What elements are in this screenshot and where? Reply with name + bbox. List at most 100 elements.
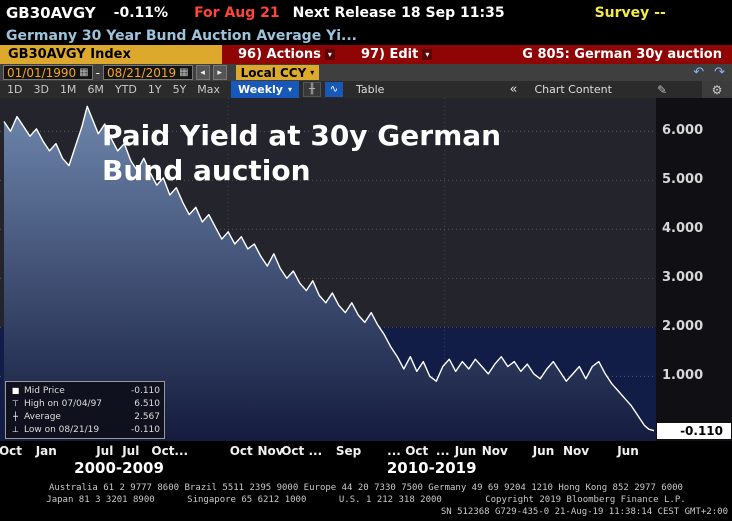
average-marker-icon: ┼ <box>13 412 18 421</box>
legend-row-mid-price: ■ Mid Price -0.110 <box>10 384 160 397</box>
x-axis-label: Oct <box>229 444 253 458</box>
footer: Australia 61 2 9777 8600 Brazil 5511 239… <box>0 479 732 521</box>
edit-menu-label: 97) Edit <box>360 47 419 62</box>
security-description: Germany 30 Year Bund Auction Average Yi.… <box>6 27 357 44</box>
annotate-icon[interactable]: ✎ <box>656 82 667 97</box>
legend-value: 2.567 <box>134 411 160 422</box>
x-axis-label: Nov <box>562 444 590 458</box>
legend-value: -0.110 <box>130 385 160 396</box>
x-axis-label: Oct... <box>151 444 189 458</box>
security-input-field[interactable]: GB30AVGY Index <box>0 45 222 64</box>
actions-menu-label: 96) Actions <box>238 47 321 62</box>
footer-contact-line-2: Japan 81 3 3201 8900 Singapore 65 6212 1… <box>46 495 686 505</box>
price-change: -0.11% <box>113 5 169 21</box>
collapse-panel-button[interactable]: « <box>509 82 518 97</box>
y-axis-label: 3.000 <box>662 270 704 286</box>
function-title: G 805: German 30y auction <box>522 47 722 62</box>
step-back-button[interactable]: ◂ <box>195 65 210 80</box>
legend-value: 6.510 <box>134 398 160 409</box>
security-header-bar: GB30AVGY -0.11% For Aug 21 Next Release … <box>0 0 732 26</box>
table-button[interactable]: Table <box>355 83 385 96</box>
legend-label: Average <box>24 411 61 422</box>
x-axis-label: Sep <box>335 444 362 458</box>
x-axis-decade-label: 2000-2009 <box>74 459 164 477</box>
yield-area-chart[interactable] <box>0 98 732 441</box>
chart-annotation: Paid Yield at 30y German Bund auction <box>102 119 502 187</box>
legend-label: High on 07/04/97 <box>24 398 103 409</box>
undo-button[interactable]: ↶ <box>693 65 705 80</box>
high-marker-icon: ⊤ <box>12 399 19 408</box>
y-axis-label: 4.000 <box>662 221 704 237</box>
security-description-bar: Germany 30 Year Bund Auction Average Yi.… <box>0 26 732 45</box>
calendar-icon: ▦ <box>179 67 189 78</box>
x-axis-label: Oct <box>0 444 23 458</box>
range-1d-button[interactable]: 1D <box>2 81 27 98</box>
chart-content-button[interactable]: Chart Content <box>534 83 612 96</box>
end-date-value: 08/21/2019 <box>106 65 177 80</box>
currency-value: Local CCY <box>240 65 307 80</box>
candlestick-chart-icon[interactable]: ╫ <box>302 82 321 97</box>
date-range-separator: - <box>95 65 100 80</box>
line-chart-icon[interactable]: ∿ <box>324 82 343 97</box>
x-axis: Oct Jan Jul Jul Oct... Oct Nov Oct ... Sep... Oct… <box>0 441 732 479</box>
chevron-down-icon: ▾ <box>422 49 433 60</box>
legend-label: Low on 08/21/19 <box>24 424 100 435</box>
next-release-label: Next Release 18 Sep 11:35 <box>292 5 505 21</box>
legend-row-low: ⊥ Low on 08/21/19 -0.110 <box>10 423 160 436</box>
range-1y-button[interactable]: 1Y <box>143 81 167 98</box>
gear-icon[interactable]: ⚙ <box>702 81 732 98</box>
legend-label: Mid Price <box>24 385 65 396</box>
chart-area[interactable]: Paid Yield at 30y German Bund auction ■ … <box>0 98 732 441</box>
x-axis-label: Nov <box>481 444 508 458</box>
survey-label: Survey -- <box>594 5 666 21</box>
range-tab-bar: 1D 3D 1M 6M YTD 1Y 5Y Max Weekly ▾ ╫ ∿ T… <box>0 81 732 98</box>
range-ytd-button[interactable]: YTD <box>110 81 142 98</box>
x-axis-label: Oct ... <box>281 444 323 458</box>
x-axis-label: Oct <box>405 444 429 458</box>
range-max-button[interactable]: Max <box>192 81 225 98</box>
chevron-down-icon: ▾ <box>324 49 335 60</box>
low-marker-icon: ⊥ <box>12 425 19 434</box>
for-date-label: For Aug 21 <box>194 5 280 21</box>
chevron-down-icon: ▾ <box>310 68 315 77</box>
redo-button[interactable]: ↷ <box>714 65 725 80</box>
x-axis-label: ... <box>387 444 401 458</box>
x-axis-label: Jul <box>96 444 114 458</box>
x-axis-decade-label: 2010-2019 <box>386 459 477 477</box>
chart-toolbar: 01/01/1990 ▦ - 08/21/2019 ▦ ◂ ▸ Local CC… <box>0 64 732 81</box>
currency-select[interactable]: Local CCY ▾ <box>235 65 320 80</box>
ticker-symbol: GB30AVGY <box>6 4 96 22</box>
calendar-icon: ▦ <box>79 67 89 78</box>
x-axis-label: Jul <box>122 444 140 458</box>
x-axis-label: Jun <box>454 444 477 458</box>
end-date-input[interactable]: 08/21/2019 ▦ <box>102 65 193 80</box>
y-axis-label: 2.000 <box>662 319 704 335</box>
edit-menu-button[interactable]: 97) Edit ▾ <box>360 47 433 62</box>
step-forward-button[interactable]: ▸ <box>212 65 227 80</box>
start-date-value: 01/01/1990 <box>7 65 77 80</box>
range-1m-button[interactable]: 1M <box>55 81 82 98</box>
y-axis-label: 5.000 <box>662 172 704 188</box>
y-axis-label: 1.000 <box>662 368 704 384</box>
frequency-select[interactable]: Weekly ▾ <box>231 81 299 98</box>
x-axis-label: Nov <box>257 444 284 458</box>
footer-terminal-info: SN 512368 G729-435-0 21-Aug-19 11:38:14 … <box>440 507 728 517</box>
chevron-down-icon: ▾ <box>287 85 292 94</box>
range-3d-button[interactable]: 3D <box>28 81 53 98</box>
y-axis-label: 6.000 <box>662 123 704 139</box>
legend-row-average: ┼ Average 2.567 <box>10 410 160 423</box>
mid-price-marker-icon: ■ <box>11 386 20 395</box>
chart-legend[interactable]: ■ Mid Price -0.110 ⊤ High on 07/04/97 6.… <box>5 381 165 439</box>
range-5y-button[interactable]: 5Y <box>168 81 192 98</box>
x-axis-label: Jun <box>617 444 639 458</box>
last-price-label: -0.110 <box>657 422 731 439</box>
x-axis-label: Jun <box>532 444 555 458</box>
legend-row-high: ⊤ High on 07/04/97 6.510 <box>10 397 160 410</box>
actions-menu-button[interactable]: 96) Actions ▾ <box>238 47 335 62</box>
range-6m-button[interactable]: 6M <box>82 81 109 98</box>
x-axis-label: ... <box>435 444 450 458</box>
start-date-input[interactable]: 01/01/1990 ▦ <box>3 65 93 80</box>
frequency-value: Weekly <box>238 83 283 96</box>
footer-contact-line-1: Australia 61 2 9777 8600 Brazil 5511 239… <box>49 483 683 493</box>
